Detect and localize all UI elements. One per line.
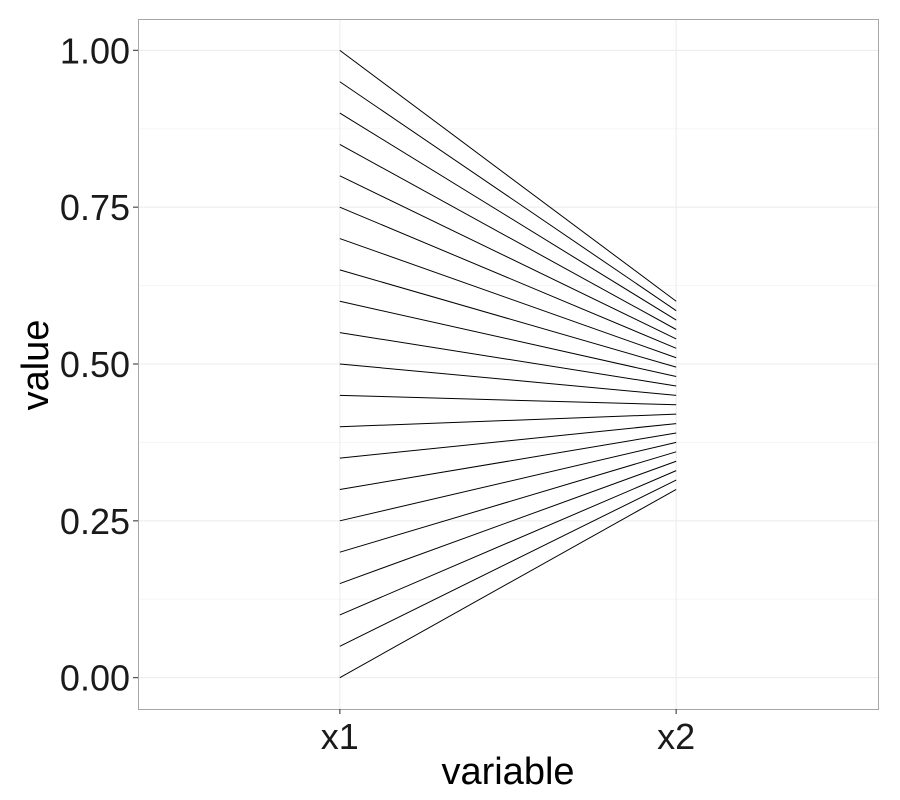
y-tick-label: 0.50 bbox=[60, 344, 130, 385]
series-line bbox=[339, 144, 677, 330]
series-line bbox=[339, 441, 677, 522]
series-line bbox=[339, 49, 677, 302]
series-line bbox=[339, 470, 677, 616]
y-axis-title: value bbox=[15, 320, 57, 411]
series-line bbox=[339, 363, 677, 396]
x-axis-title: variable bbox=[441, 751, 574, 793]
series-line bbox=[339, 332, 677, 387]
series-line bbox=[339, 423, 677, 459]
series-line bbox=[339, 489, 677, 679]
series-line bbox=[339, 432, 677, 490]
plot-panel-border bbox=[138, 19, 879, 710]
series-line bbox=[339, 451, 677, 553]
y-tick-label: 0.00 bbox=[60, 658, 130, 699]
series-line bbox=[339, 479, 677, 647]
y-tick-label: 0.75 bbox=[60, 187, 130, 228]
series-line bbox=[339, 460, 677, 585]
series-line bbox=[339, 112, 677, 321]
series-line bbox=[339, 269, 677, 368]
y-tick-label: 0.25 bbox=[60, 501, 130, 542]
series-line bbox=[339, 206, 677, 349]
series-line bbox=[339, 81, 677, 312]
axes: 0.00 0.25 0.50 0.75 1.00 x1 x2 bbox=[60, 30, 695, 757]
series-line bbox=[339, 394, 677, 406]
series-line bbox=[339, 300, 677, 378]
data-lines bbox=[339, 49, 677, 679]
grid-layer bbox=[138, 19, 878, 709]
series-line bbox=[339, 413, 677, 428]
y-tick-label: 1.00 bbox=[60, 30, 130, 71]
x-tick-label: x2 bbox=[657, 716, 695, 757]
x-tick-label: x1 bbox=[321, 716, 359, 757]
series-line bbox=[339, 238, 677, 359]
series-line bbox=[339, 175, 677, 340]
